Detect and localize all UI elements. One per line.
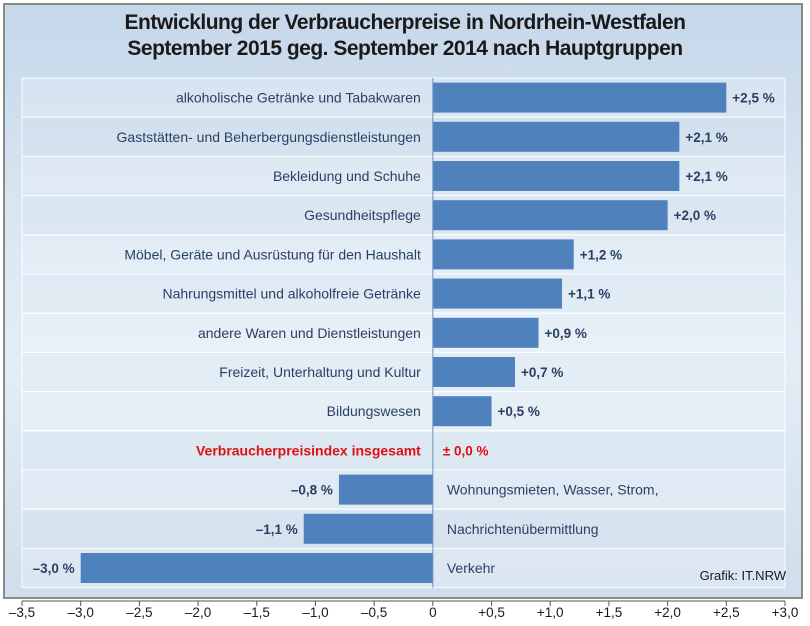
x-tick-label: +2,0 [654, 605, 681, 620]
x-tick-label: +0,5 [478, 605, 505, 620]
bar [432, 161, 680, 191]
chart-title: Entwicklung der Verbraucherpreise in Nor… [0, 10, 810, 62]
bar [432, 317, 539, 348]
x-tick-label: +3,0 [772, 605, 799, 620]
value-label: +2,0 % [674, 208, 716, 223]
category-label: alkoholische Getränke und Tabakwaren [176, 90, 421, 106]
x-tick-label: +2,5 [713, 605, 740, 620]
category-label: andere Waren und Dienstleistungen [198, 325, 421, 341]
bar [432, 396, 492, 427]
category-label: Verkehr [447, 560, 496, 576]
bar [432, 357, 516, 387]
x-tick-label: –2,5 [126, 605, 152, 620]
bar [432, 200, 668, 231]
bar [432, 239, 574, 270]
x-tick-label: –1,5 [244, 605, 270, 620]
value-label: +2,1 % [685, 169, 727, 184]
bar [432, 278, 562, 309]
x-tick-label: –3,0 [68, 605, 94, 620]
value-label: +0,7 % [521, 365, 563, 380]
category-label: Freizeit, Unterhaltung und Kultur [219, 364, 421, 380]
value-label: +1,1 % [568, 287, 610, 302]
bar [338, 474, 433, 505]
source-label: Grafik: IT.NRW [699, 568, 786, 583]
chart-title-line-2: September 2015 geg. September 2014 nach … [127, 37, 683, 60]
row-band [21, 430, 786, 471]
category-label: Möbel, Geräte und Ausrüstung für den Hau… [124, 246, 421, 262]
value-label: +0,5 % [498, 404, 540, 419]
value-label: –1,1 % [256, 522, 298, 537]
x-tick-label: +1,5 [596, 605, 623, 620]
value-label: +1,2 % [580, 247, 622, 262]
x-tick-label: –0,5 [361, 605, 387, 620]
chart-title-line-1: Entwicklung der Verbraucherpreise in Nor… [124, 11, 686, 34]
bar [432, 82, 727, 113]
value-label: +2,5 % [732, 91, 774, 106]
category-label: Gesundheitspflege [304, 207, 421, 223]
x-tick-label: –3,5 [9, 605, 35, 620]
x-tick-label: 0 [429, 605, 437, 620]
row-band [21, 234, 786, 275]
bar [303, 513, 433, 544]
x-tick-label: +1,0 [537, 605, 564, 620]
row-band [21, 391, 786, 432]
x-tick-label: –1,0 [302, 605, 328, 620]
bar [80, 553, 433, 583]
bar [432, 121, 680, 152]
row-band [21, 351, 786, 393]
category-label: Bekleidung und Schuhe [273, 168, 421, 184]
value-label: –3,0 % [33, 561, 75, 576]
category-label: Nachrichtenübermittlung [447, 521, 599, 537]
value-label: +2,1 % [685, 130, 727, 145]
category-label-total: Verbraucherpreisindex insgesamt [196, 442, 421, 458]
category-label: Wohnungsmieten, Wasser, Strom, [447, 482, 659, 498]
value-label: +0,9 % [544, 326, 586, 341]
category-label: Gaststätten- und Beherbergungsdienstleis… [117, 129, 421, 145]
value-label: –0,8 % [291, 483, 333, 498]
category-label: Bildungswesen [327, 403, 421, 419]
category-label: Nahrungsmittel und alkoholfreie Getränke [162, 286, 421, 302]
x-tick-label: –2,0 [185, 605, 211, 620]
value-label: ± 0,0 % [443, 443, 489, 458]
